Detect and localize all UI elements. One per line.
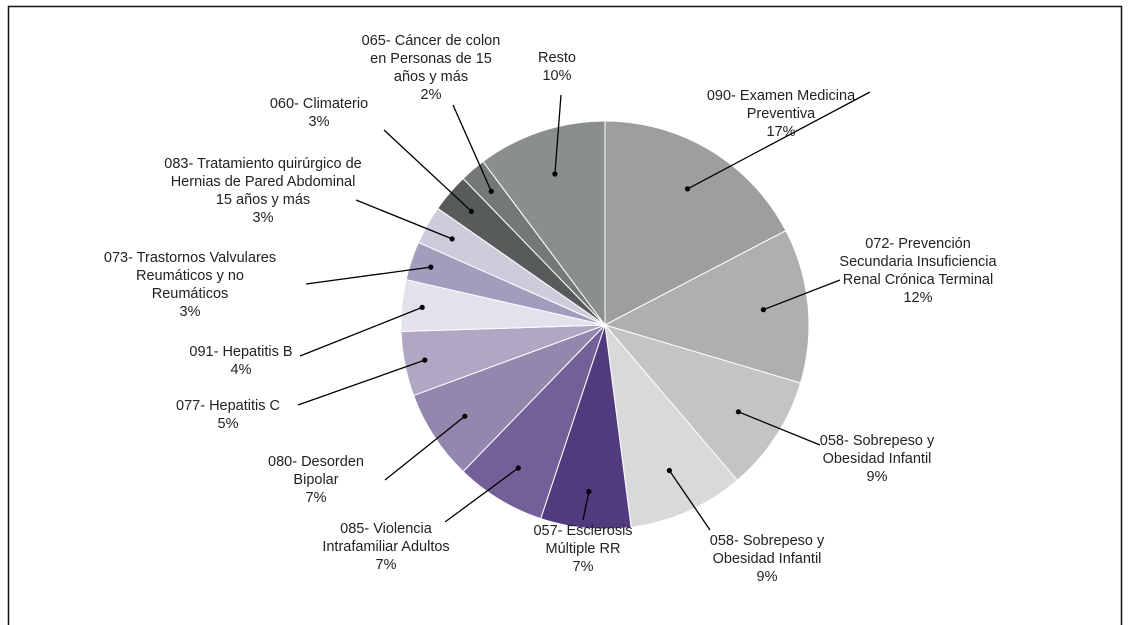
slice-label-line: Reumáticos: [152, 286, 229, 302]
slice-percent: 9%: [867, 469, 888, 485]
slice-label-line: Bipolar: [293, 472, 338, 488]
slice-label-6: 085- Violencia Intrafamiliar Adultos 7%: [322, 521, 449, 573]
slice-label-line: Múltiple RR: [546, 541, 621, 557]
pie-slice-1: [604, 120, 787, 326]
slice-label-line: Reumáticos y no: [136, 268, 244, 284]
leader-line-6: [444, 467, 519, 523]
leader-line-5: [582, 491, 590, 521]
slice-label-line: 065- Cáncer de colon: [362, 33, 501, 49]
slice-label-3: 058- Sobrepeso y Obesidad Infantil 9%: [820, 433, 935, 485]
leader-line-14: [554, 94, 562, 175]
slice-percent: 7%: [306, 490, 327, 506]
slice-label-2: 072- Prevención Secundaria Insuficiencia R…: [839, 236, 997, 306]
slice-label-line: 058- Sobrepeso y: [820, 433, 935, 449]
slice-label-line: en Personas de 15: [370, 51, 492, 67]
slice-percent: 3%: [309, 114, 330, 130]
slice-percent: 10%: [542, 68, 571, 84]
slice-label-14: Resto 10%: [538, 50, 576, 84]
slice-label-line: 073- Trastornos Valvulares: [104, 250, 276, 266]
slice-percent: 3%: [180, 304, 201, 320]
slice-label-line: 091- Hepatitis B: [189, 344, 292, 360]
leader-line-10: [305, 266, 431, 285]
slice-percent: 4%: [231, 362, 252, 378]
slice-label-7: 080- Desorden Bipolar 7%: [268, 454, 364, 506]
leader-lines: [297, 91, 871, 531]
leader-line-7: [384, 415, 466, 481]
slice-label-4: 058- Sobrepeso y Obesidad Infantil 9%: [710, 533, 825, 585]
slice-label-line: 072- Prevención: [865, 236, 971, 252]
leader-line-13: [452, 104, 492, 192]
slice-label-line: 083- Tratamiento quirúrgico de: [164, 156, 361, 172]
leader-line-12: [383, 129, 472, 212]
slice-label-line: años y más: [394, 69, 468, 85]
pie-slice-14: [482, 120, 606, 327]
slice-label-line: 080- Desorden: [268, 454, 364, 470]
slice-percent: 2%: [421, 87, 442, 103]
leader-line-2: [763, 279, 841, 311]
pie-chart: [400, 120, 810, 530]
slice-label-line: Resto: [538, 50, 576, 66]
slice-label-11: 083- Tratamiento quirúrgico de Hernias de…: [164, 156, 361, 226]
slice-percent: 9%: [757, 569, 778, 585]
slice-label-line: Secundaria Insuficiencia: [839, 254, 997, 270]
slice-label-line: Obesidad Infantil: [823, 451, 932, 467]
slice-label-5: 057- Esclerosis Múltiple RR 7%: [533, 523, 632, 575]
slice-labels: 090- Examen Medicina Preventiva 17% 072- Pr…: [104, 33, 998, 585]
slice-label-line: 077- Hepatitis C: [176, 398, 280, 414]
leader-line-8: [297, 359, 426, 406]
pie-slice-2: [603, 229, 810, 384]
slice-label-1: 090- Examen Medicina Preventiva 17%: [707, 88, 856, 140]
slice-label-line: Hernias de Pared Abdominal: [171, 174, 356, 190]
slice-label-line: Preventiva: [747, 106, 816, 122]
slice-label-9: 091- Hepatitis B 4%: [189, 344, 292, 378]
pie-slice-3: [603, 324, 802, 482]
leader-line-4: [668, 470, 711, 531]
slice-percent: 5%: [218, 416, 239, 432]
slice-label-12: 060- Climaterio 3%: [270, 96, 368, 130]
slice-label-line: 090- Examen Medicina: [707, 88, 856, 104]
leader-line-9: [299, 306, 423, 357]
slice-percent: 7%: [573, 559, 594, 575]
slice-label-8: 077- Hepatitis C 5%: [176, 398, 280, 432]
slice-label-line: Intrafamiliar Adultos: [322, 539, 449, 555]
slice-label-line: 058- Sobrepeso y: [710, 533, 825, 549]
slice-label-13: 065- Cáncer de colon en Personas de 15 año…: [362, 33, 501, 103]
slice-percent: 3%: [253, 210, 274, 226]
slice-label-line: Renal Crónica Terminal: [843, 272, 993, 288]
leader-line-11: [355, 199, 453, 240]
slice-label-10: 073- Trastornos Valvulares Reumáticos y n…: [104, 250, 276, 320]
slice-percent: 7%: [376, 557, 397, 573]
slice-label-line: 15 años y más: [216, 192, 310, 208]
leader-line-1: [687, 91, 871, 190]
slice-label-line: 060- Climaterio: [270, 96, 368, 112]
leader-line-3: [738, 411, 821, 446]
slice-percent: 12%: [903, 290, 932, 306]
slice-label-line: Obesidad Infantil: [713, 551, 822, 567]
slice-percent: 17%: [766, 124, 795, 140]
slice-label-line: 085- Violencia: [340, 521, 433, 537]
pie-slice-4: [604, 323, 738, 528]
slice-label-line: 057- Esclerosis: [533, 523, 632, 539]
